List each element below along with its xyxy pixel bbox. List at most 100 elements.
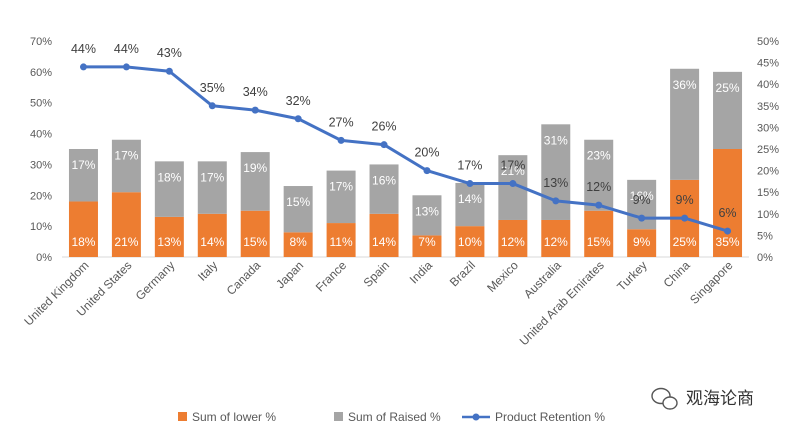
retention-line — [83, 65, 728, 233]
category-label: Germany — [133, 258, 178, 303]
right-axis-tick-label: 45% — [757, 58, 779, 70]
bar-raised-label: 19% — [243, 161, 267, 175]
retention-point — [724, 227, 732, 235]
bar-lower-label: 9% — [633, 235, 651, 249]
retention-label: 13% — [543, 176, 568, 190]
right-axis: 0% 5% 10% 15% 20% 25% 30% 35% 40% 45% 50% — [757, 36, 779, 264]
retention-point — [552, 197, 560, 205]
left-axis-tick-label: 0% — [36, 252, 52, 264]
bar-lower — [713, 149, 743, 257]
retention-label: 32% — [286, 94, 311, 108]
category-label: Canada — [224, 258, 264, 298]
bar-raised-label: 15% — [286, 195, 310, 209]
left-axis-tick-label: 50% — [30, 98, 52, 110]
right-axis-tick-label: 40% — [757, 79, 779, 91]
bar-raised — [369, 164, 399, 214]
right-axis-tick-label: 50% — [757, 36, 779, 48]
retention-label: 20% — [414, 146, 439, 160]
wechat-icon — [651, 387, 678, 410]
bar-raised — [326, 170, 356, 224]
retention-point — [79, 63, 87, 71]
bar-raised-label: 16% — [630, 189, 654, 203]
category-label: Brazil — [447, 258, 478, 289]
bar-lower — [627, 229, 657, 257]
bar-lower-label: 14% — [200, 235, 224, 249]
bar-lower-label: 21% — [114, 235, 138, 249]
category-label: Turkey — [614, 258, 650, 294]
retention-point — [380, 141, 388, 149]
right-axis-tick-label: 5% — [757, 230, 773, 242]
left-axis: 0% 10% 20% 30% 40% 50% 60% 70% — [30, 36, 52, 264]
legend-label-raised: Sum of Raised % — [348, 410, 441, 424]
retention-label: 9% — [676, 193, 694, 207]
retention-point — [165, 67, 173, 75]
bar-raised — [584, 139, 614, 211]
left-axis-tick-label: 30% — [30, 159, 52, 171]
retention-point — [595, 201, 603, 209]
retention-label: 43% — [157, 46, 182, 60]
category-label: India — [407, 258, 436, 287]
category-label: United Arab Emirates — [517, 258, 607, 348]
line-layer: 44% 44% 43% 35% 34% 32% 27% 26% 20% 17% 17% 13% 12% 9… — [71, 42, 737, 235]
bar-raised-label: 17% — [329, 180, 353, 194]
bar-lower-label: 15% — [587, 235, 611, 249]
bar-raised-label: 17% — [71, 158, 95, 172]
right-axis-tick-label: 10% — [757, 209, 779, 221]
category-label: Spain — [361, 258, 393, 290]
bar-raised-label: 16% — [372, 173, 396, 187]
bar-lower — [111, 192, 141, 257]
category-label: France — [313, 258, 350, 295]
left-axis-tick-label: 20% — [30, 190, 52, 202]
bar-lower-label: 12% — [544, 235, 568, 249]
right-axis-tick-label: 20% — [757, 166, 779, 178]
legend-marker-retention — [472, 413, 480, 421]
bar-raised — [283, 186, 313, 233]
right-axis-tick-label: 35% — [757, 101, 779, 113]
retention-label: 6% — [718, 206, 736, 220]
retention-label: 9% — [633, 193, 651, 207]
left-axis-tick-label: 10% — [30, 221, 52, 233]
bar-raised-label: 36% — [673, 78, 697, 92]
retention-label: 17% — [500, 159, 525, 173]
legend-swatch-lower — [178, 412, 187, 421]
category-label: Singapore — [687, 258, 736, 307]
bar-lower — [326, 223, 356, 257]
left-axis-tick-label: 70% — [30, 36, 52, 48]
bar-lower — [240, 210, 270, 257]
retention-label: 17% — [457, 159, 482, 173]
bar-lower-label: 13% — [157, 235, 181, 249]
bars-layer: 18%17%21%17%13%18%14%17%15%19%8%15%11%17… — [68, 68, 743, 257]
retention-label: 35% — [200, 81, 225, 95]
bar-lower-label: 14% — [372, 235, 396, 249]
retention-point — [638, 214, 646, 222]
bar-raised — [240, 152, 270, 211]
bar-raised-label: 18% — [157, 170, 181, 184]
bar-lower — [412, 235, 442, 257]
bar-lower — [197, 213, 227, 257]
bar-lower — [68, 201, 98, 257]
category-label: Italy — [195, 258, 220, 283]
bar-raised — [713, 71, 743, 149]
retention-label: 44% — [71, 42, 96, 56]
watermark-text: 观海论商 — [686, 389, 754, 409]
retention-point — [208, 102, 216, 110]
bar-lower — [584, 210, 614, 257]
bar-lower-label: 11% — [330, 235, 353, 249]
category-label: United Kingdom — [21, 258, 91, 328]
bar-raised-label: 25% — [716, 81, 740, 95]
bar-raised — [154, 161, 184, 217]
category-label: Japan — [273, 258, 306, 291]
bar-lower-label: 7% — [418, 235, 436, 249]
right-axis-tick-label: 15% — [757, 187, 779, 199]
retention-point — [337, 136, 345, 144]
legend-label-retention: Product Retention % — [495, 410, 605, 424]
retention-label: 26% — [372, 120, 397, 134]
legend-swatch-raised — [334, 412, 343, 421]
legend: Sum of lower % Sum of Raised % Product R… — [178, 410, 605, 424]
bar-lower — [455, 226, 485, 257]
bar-lower — [283, 232, 313, 257]
bar-raised-label: 31% — [544, 133, 568, 147]
category-label: Australia — [521, 258, 564, 301]
